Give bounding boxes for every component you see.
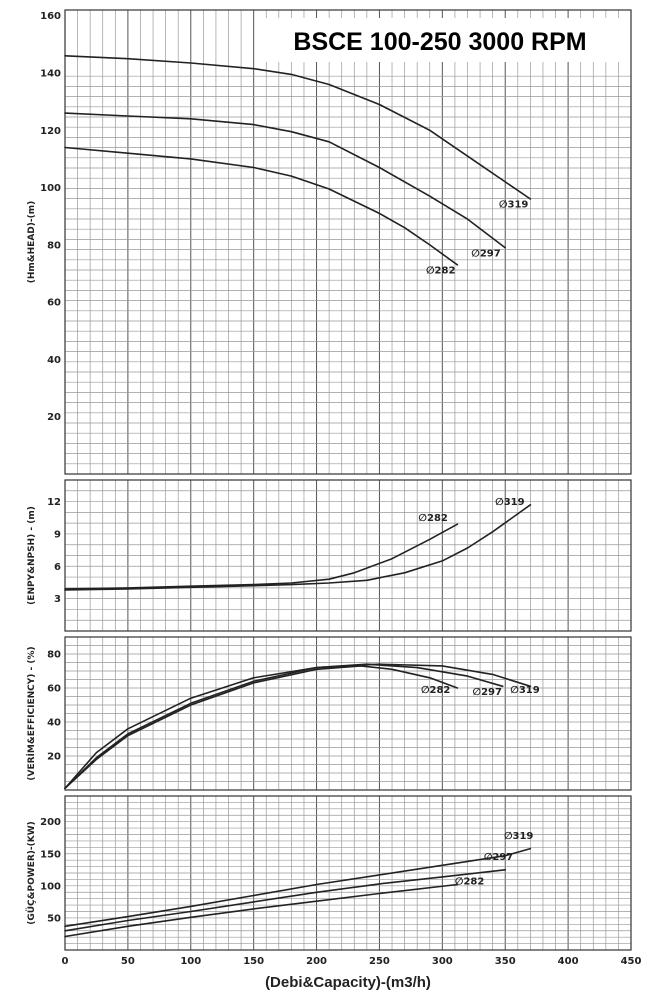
diameter-label-head-d297: ∅297 [471,248,500,259]
y-tick-label-npsh: 6 [54,562,61,573]
y-tick-label-head: 40 [47,355,61,366]
y-tick-label-npsh: 9 [54,529,61,540]
panel-efficiency [64,636,632,791]
y-tick-label-npsh: 3 [54,594,61,605]
x-tick-label: 450 [621,956,642,967]
y-tick-label-head: 20 [47,412,61,423]
y-tick-label-efficiency: 20 [47,752,61,763]
panel-frame [64,636,632,791]
x-tick-label: 200 [306,956,327,967]
x-tick-label: 250 [369,956,390,967]
diameter-label-efficiency-d319: ∅319 [510,685,539,696]
x-tick-label: 100 [180,956,201,967]
y-axis-label-head: (Hm&HEAD)-(m) [27,201,37,283]
curve-head-d297 [64,112,507,249]
x-tick-label: 350 [495,956,516,967]
curve-efficiency-d319 [64,663,532,790]
panel-power [64,795,632,951]
grid-layer [64,9,632,951]
curve-power-d282 [64,883,459,938]
curve-efficiency-d297 [64,663,504,790]
curve-head-d282 [64,146,459,266]
x-tick-label: 0 [62,956,69,967]
title-background [258,18,622,62]
curve-npsh-d282 [64,523,459,590]
y-tick-label-head: 80 [47,240,61,251]
curve-layer [64,54,532,938]
chart-title: BSCE 100-250 3000 RPM [293,28,586,56]
panel-frame [64,479,632,632]
y-tick-label-power: 150 [40,849,61,860]
diameter-label-npsh-d282: ∅282 [418,513,447,524]
x-tick-label: 300 [432,956,453,967]
y-tick-label-efficiency: 80 [47,650,61,661]
y-tick-label-power: 200 [40,817,61,828]
x-tick-label: 50 [121,956,135,967]
diameter-label-power-d319: ∅319 [504,831,533,842]
y-tick-label-efficiency: 60 [47,684,61,695]
y-tick-label-head: 100 [40,183,61,194]
x-tick-label: 150 [243,956,264,967]
panel-frame [64,9,632,475]
panel-frame [64,795,632,951]
y-axis-label-power: (GÜÇ&POWER)-(KW) [26,821,37,925]
diameter-label-power-d297: ∅297 [484,852,513,863]
curve-efficiency-d282 [64,665,459,790]
diameter-label-power-d282: ∅282 [455,877,484,888]
y-tick-label-power: 50 [47,913,61,924]
diameter-label-efficiency-d282: ∅282 [421,685,450,696]
x-tick-label: 400 [558,956,579,967]
y-tick-label-head: 160 [40,11,61,22]
diameter-label-head-d282: ∅282 [426,266,455,277]
curve-head-d319 [64,54,532,200]
y-tick-label-power: 100 [40,881,61,892]
y-tick-label-efficiency: 40 [47,718,61,729]
panel-head [64,9,632,475]
curve-npsh-d319 [64,503,532,591]
y-tick-label-npsh: 12 [47,497,61,508]
curve-power-d297 [64,868,507,932]
panel-npsh [64,479,632,632]
y-axis-label-npsh: (ENPY&NPSH) - (m) [27,506,37,605]
diameter-label-efficiency-d297: ∅297 [473,687,502,698]
diameter-label-head-d319: ∅319 [499,200,528,211]
y-tick-label-head: 60 [47,298,61,309]
y-axis-label-efficiency: (VERİM&EFFICIENCY) - (%) [26,646,37,780]
x-axis-label: (Debi&Capacity)-(m3/h) [265,974,431,991]
y-tick-label-head: 120 [40,126,61,137]
y-tick-label-head: 140 [40,69,61,80]
curve-power-d319 [64,847,532,928]
diameter-label-npsh-d319: ∅319 [495,497,524,508]
